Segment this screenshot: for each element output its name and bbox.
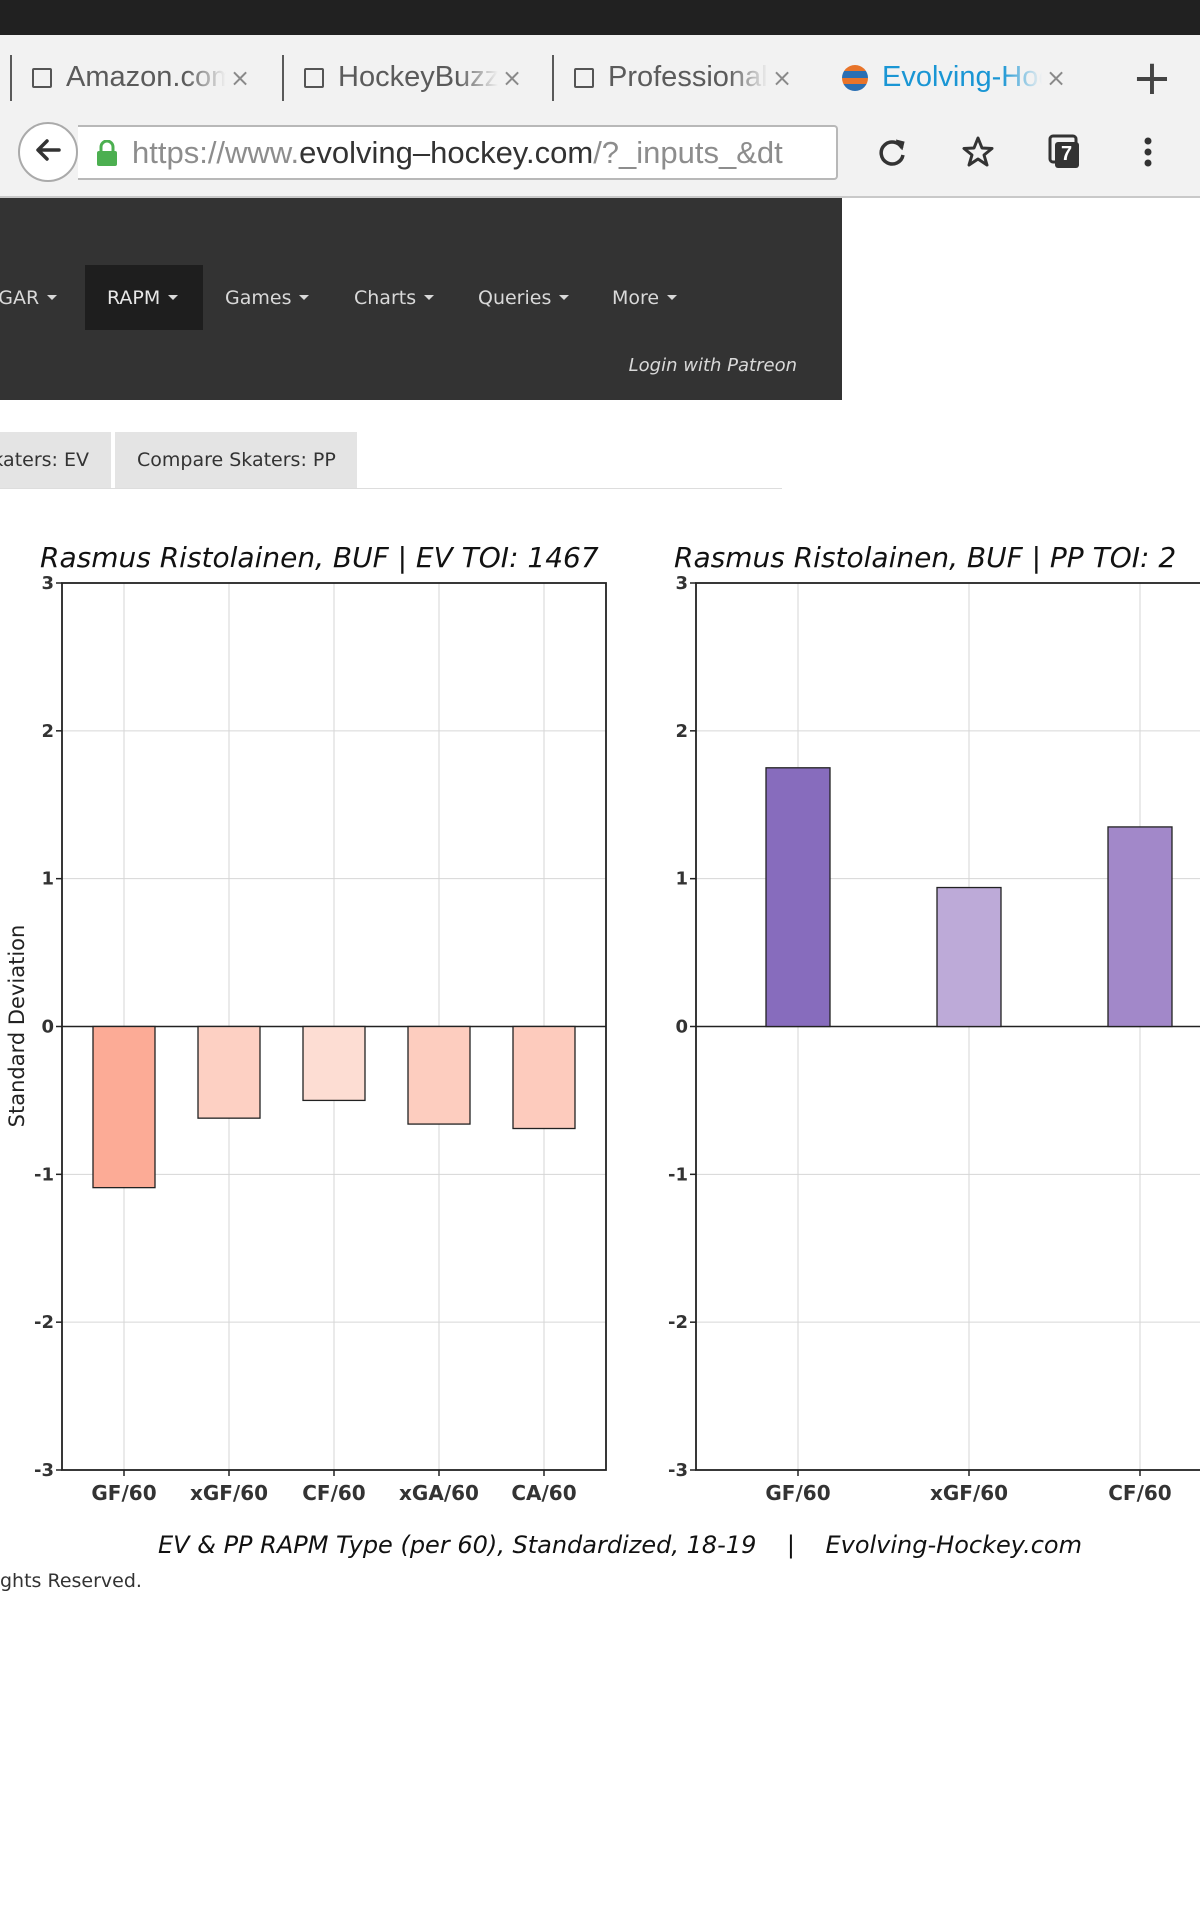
site-navbar: xGAR RAPM Games Charts Queries More Logi… [0, 198, 842, 400]
back-arrow-icon [32, 134, 64, 170]
nav-item-label: More [612, 286, 660, 309]
y-tick-label: -3 [668, 1460, 688, 1481]
bookmark-star-icon[interactable] [960, 134, 996, 170]
status-bar [0, 0, 1200, 35]
back-button[interactable] [18, 122, 78, 182]
url-prefix: https://www. [132, 134, 300, 170]
chart-title: Rasmus Ristolainen, BUF | EV TOI: 1467 [40, 541, 599, 574]
bar-gf-per-60 [765, 767, 831, 1028]
y-tick-label: -2 [668, 1312, 688, 1333]
y-tick-label: 3 [41, 573, 54, 594]
browser-toolbar: https://www.evolving–hockey.com/?_inputs… [0, 120, 1200, 198]
y-tick-label: 3 [675, 573, 688, 594]
x-tick-label: GF/60 [765, 1481, 830, 1505]
x-tick-label: GF/60 [91, 1481, 156, 1505]
caret-down-icon [47, 295, 58, 300]
nav-item-label: Games [225, 286, 292, 309]
close-icon[interactable]: × [772, 63, 793, 92]
x-tick-label: xGA/60 [399, 1481, 479, 1505]
caret-down-icon [299, 295, 310, 300]
new-tab-button[interactable]: + [1131, 49, 1173, 106]
close-icon[interactable]: × [1046, 63, 1067, 92]
rapm-chart: Standard Deviation EV & PP RAPM Type (pe… [5, 541, 1200, 1559]
caret-down-icon [424, 295, 435, 300]
y-axis-label: Standard Deviation [5, 925, 29, 1128]
y-tick-label: 2 [675, 721, 688, 742]
login-link[interactable]: Login with Patreon [628, 355, 797, 376]
x-tick-label: xGF/60 [930, 1481, 1008, 1505]
tab-title: Evolving-Hockey [882, 61, 1042, 93]
y-tick-label: 0 [675, 1017, 688, 1038]
tab-title: Professional [608, 61, 768, 93]
chart-caption: EV & PP RAPM Type (per 60), Standardized… [158, 1531, 1082, 1559]
tab-compare-skaters-pp[interactable]: Compare Skaters: PP [115, 432, 357, 488]
page-icon [574, 67, 594, 88]
y-tick-label: -1 [668, 1164, 688, 1185]
nav-item-label: Queries [478, 286, 552, 309]
page-icon [304, 67, 324, 88]
browser-tab-hockeybuzz[interactable]: HockeyBuzz × [282, 35, 522, 120]
lock-icon [96, 139, 118, 166]
nav-item-charts[interactable]: Charts [332, 265, 456, 330]
browser-tab-evolving-hockey[interactable]: Evolving-Hockey × [820, 35, 1066, 120]
menu-dots-icon[interactable] [1130, 134, 1166, 170]
caret-down-icon [168, 295, 179, 300]
url-domain: evolving–hockey.com [299, 134, 594, 170]
bar-cf-per-60 [302, 1025, 366, 1102]
y-tick-label: -3 [34, 1460, 54, 1481]
browser-tab-amazon[interactable]: Amazon.com × [10, 35, 250, 120]
bar-xga-per-60 [407, 1025, 471, 1125]
tab-label: Compare Skaters: PP [137, 449, 336, 471]
y-tick-label: 2 [41, 721, 54, 742]
nav-item-queries[interactable]: Queries [456, 265, 591, 330]
bar-cf-per-60 [1107, 826, 1173, 1028]
nav-item-xgar[interactable]: xGAR [0, 265, 79, 330]
plot-frame [61, 582, 607, 1471]
copyright-text: ghts Reserved. [0, 1570, 142, 1592]
y-tick-label: -1 [34, 1164, 54, 1185]
tab-compare-skaters-ev[interactable]: Compare Skaters: EV [0, 432, 111, 488]
x-tick-label: CF/60 [1108, 1481, 1171, 1505]
url-path: /?_inputs_&dt [593, 134, 783, 170]
nav-item-rapm[interactable]: RAPM [85, 265, 203, 330]
nav-item-label: RAPM [107, 286, 161, 309]
nav-item-games[interactable]: Games [203, 265, 331, 330]
address-bar[interactable]: https://www.evolving–hockey.com/?_inputs… [78, 125, 838, 180]
y-tick-label: 0 [41, 1017, 54, 1038]
bar-xgf-per-60 [197, 1025, 261, 1119]
caret-down-icon [667, 295, 678, 300]
tab-divider [282, 55, 284, 101]
tab-switcher-icon[interactable]: 7 [1046, 134, 1082, 170]
tab-divider [552, 55, 554, 101]
site-favicon-icon [842, 64, 868, 91]
bar-ca-per-60 [512, 1025, 576, 1130]
y-tick-label: 1 [41, 869, 54, 890]
tab-title: HockeyBuzz [338, 61, 498, 93]
tab-count: 7 [1061, 143, 1073, 165]
x-tick-label: CF/60 [302, 1481, 365, 1505]
bar-gf-per-60 [92, 1025, 156, 1189]
browser-tab-professional[interactable]: Professional × [552, 35, 792, 120]
close-icon[interactable]: × [502, 63, 523, 92]
page-icon [32, 67, 52, 88]
browser-tab-strip: Amazon.com × HockeyBuzz × Professional ×… [0, 35, 1200, 120]
chart-title: Rasmus Ristolainen, BUF | PP TOI: 2 [674, 541, 1176, 574]
nav-item-more[interactable]: More [590, 265, 699, 330]
y-tick-label: -2 [34, 1312, 54, 1333]
url-text: https://www.evolving–hockey.com/?_inputs… [132, 135, 783, 171]
caret-down-icon [559, 295, 570, 300]
nav-item-label: Charts [354, 286, 417, 309]
tab-label: Compare Skaters: EV [0, 449, 89, 471]
tab-divider [10, 55, 12, 101]
tab-title: Amazon.com [66, 61, 226, 93]
x-tick-label: xGF/60 [190, 1481, 268, 1505]
x-tick-label: CA/60 [511, 1481, 576, 1505]
y-tick-label: 1 [675, 869, 688, 890]
nav-item-label: xGAR [0, 286, 40, 309]
bar-xgf-per-60 [936, 886, 1002, 1028]
close-icon[interactable]: × [230, 63, 251, 92]
tab-divider-line [0, 488, 782, 489]
reload-icon[interactable] [874, 134, 910, 170]
plot-frame [695, 582, 1200, 1471]
